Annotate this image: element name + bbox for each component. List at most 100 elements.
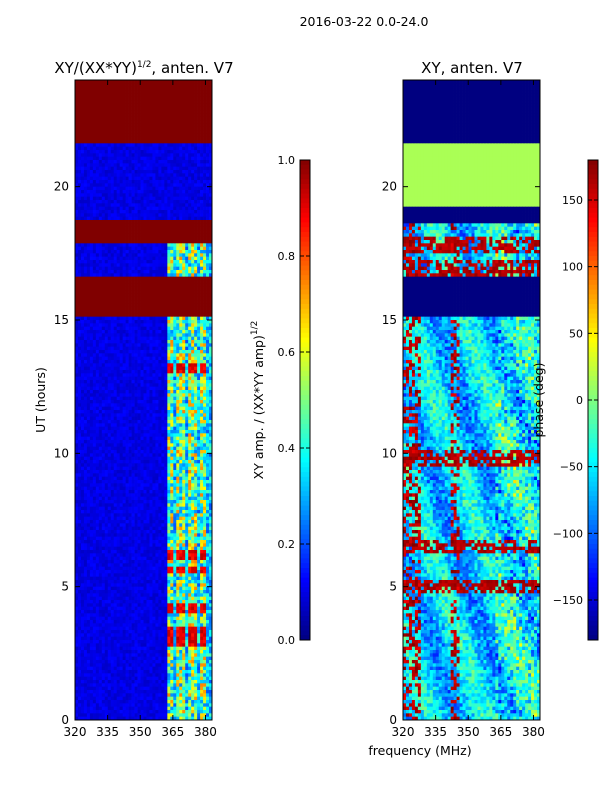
heatmap-cell [125, 426, 129, 431]
heatmap-cell [83, 196, 88, 201]
heatmap-cell [83, 256, 88, 261]
heatmap-cell [116, 396, 121, 401]
heatmap-cell [80, 200, 85, 204]
heatmap-cell [167, 420, 171, 424]
heatmap-cell [83, 180, 88, 184]
heatmap-cell [137, 343, 141, 348]
heatmap-cell [173, 146, 177, 151]
heatmap-cell [128, 280, 132, 284]
heatmap-cell [116, 406, 121, 411]
heatmap-cell [146, 280, 150, 284]
heatmap-cell [203, 316, 207, 321]
heatmap-cell [176, 290, 180, 294]
heatmap-cell [173, 373, 177, 378]
heatmap-cell [75, 266, 79, 271]
heatmap-cell [167, 140, 171, 144]
heatmap-cell [197, 243, 201, 248]
heatmap-cell [179, 293, 183, 298]
heatmap-cell [173, 380, 177, 384]
heatmap-cell [209, 390, 213, 394]
heatmap-cell [131, 263, 135, 268]
heatmap-cell [206, 390, 210, 394]
heatmap-cell [188, 113, 192, 118]
heatmap-cell [140, 220, 144, 224]
heatmap-cell [92, 380, 97, 384]
heatmap-cell [143, 373, 147, 378]
heatmap-cell [119, 163, 123, 168]
heatmap-cell [182, 110, 186, 114]
heatmap-cell [158, 350, 162, 354]
heatmap-cell [170, 340, 174, 344]
heatmap-cell [137, 440, 141, 444]
heatmap-cell [197, 383, 201, 388]
heatmap-cell [107, 340, 112, 344]
heatmap-cell [167, 263, 171, 268]
heatmap-cell [89, 103, 94, 108]
heatmap-cell [152, 90, 156, 94]
heatmap-cell [143, 416, 147, 421]
heatmap-cell [128, 373, 132, 378]
heatmap-cell [143, 336, 147, 341]
heatmap-cell [188, 86, 192, 91]
heatmap-cell [209, 340, 213, 344]
heatmap-cell [206, 200, 210, 204]
heatmap-cell [107, 220, 112, 224]
heatmap-cell [191, 116, 195, 121]
heatmap-cell [197, 346, 201, 351]
heatmap-cell [83, 360, 88, 364]
heatmap-cell [200, 100, 204, 104]
heatmap-cell [203, 190, 207, 194]
heatmap-cell [80, 353, 85, 358]
heatmap-cell [75, 153, 79, 158]
heatmap-cell [77, 323, 82, 328]
heatmap-cell [158, 436, 162, 441]
heatmap-cell [209, 180, 213, 184]
heatmap-cell [182, 383, 186, 388]
heatmap-cell [155, 96, 159, 101]
heatmap-cell [98, 210, 103, 214]
heatmap-cell [203, 353, 207, 358]
heatmap-cell [140, 260, 144, 264]
heatmap-cell [104, 440, 109, 444]
heatmap-cell [113, 286, 118, 291]
heatmap-cell [191, 93, 195, 98]
heatmap-cell [95, 280, 100, 284]
heatmap-cell [143, 93, 147, 98]
heatmap-cell [185, 413, 189, 418]
heatmap-cell [107, 336, 112, 341]
heatmap-cell [182, 396, 186, 401]
heatmap-cell [155, 193, 159, 198]
heatmap-cell [161, 310, 165, 314]
heatmap-cell [125, 233, 129, 238]
heatmap-cell [116, 146, 121, 151]
heatmap-cell [89, 433, 94, 438]
heatmap-cell [122, 173, 126, 178]
heatmap-cell [110, 303, 115, 308]
heatmap-cell [86, 433, 91, 438]
heatmap-cell [194, 380, 198, 384]
heatmap-cell [149, 116, 153, 121]
heatmap-cell [167, 253, 171, 258]
heatmap-cell [158, 166, 162, 171]
heatmap-cell [92, 393, 97, 398]
heatmap-cell [167, 353, 171, 358]
heatmap-cell [170, 153, 174, 158]
heatmap-cell [191, 266, 195, 271]
heatmap-cell [155, 310, 159, 314]
heatmap-cell [122, 140, 126, 144]
heatmap-cell [125, 260, 129, 264]
heatmap-cell [149, 296, 153, 301]
heatmap-cell [113, 200, 118, 204]
heatmap-cell [86, 400, 91, 404]
heatmap-cell [164, 110, 168, 114]
heatmap-cell [191, 270, 195, 274]
heatmap-cell [110, 393, 115, 398]
heatmap-cell [200, 206, 204, 211]
heatmap-cell [179, 390, 183, 394]
heatmap-cell [170, 336, 174, 341]
heatmap-cell [152, 260, 156, 264]
heatmap-cell [122, 150, 126, 154]
heatmap-cell [95, 363, 100, 368]
heatmap-cell [89, 423, 94, 428]
heatmap-cell [149, 206, 153, 211]
